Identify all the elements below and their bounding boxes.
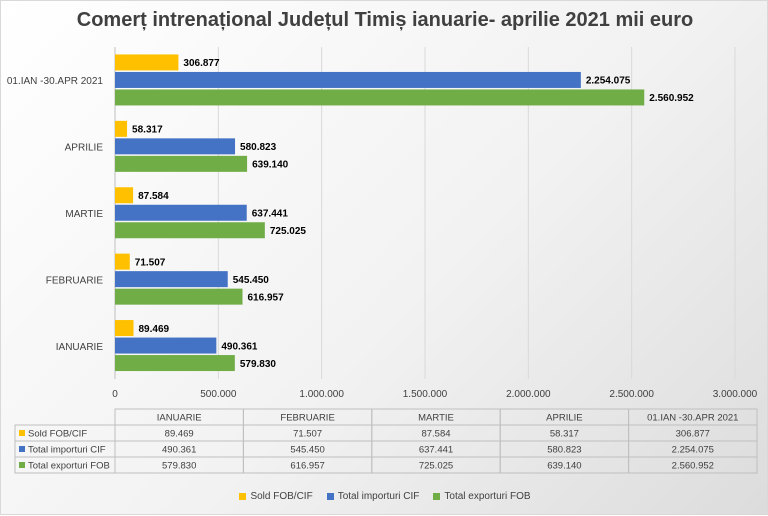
- bar: [115, 288, 243, 305]
- chart-legend: Sold FOB/CIF Total importuri CIF Total exp…: [1, 491, 768, 502]
- x-tick-label: 1.000.000: [299, 389, 344, 400]
- legend-swatch: [326, 493, 334, 500]
- legend-swatch: [239, 493, 247, 500]
- table-value: 306.877: [676, 429, 710, 440]
- data-label: 616.957: [248, 292, 285, 303]
- data-label: 545.450: [233, 275, 270, 286]
- table-value: 490.361: [162, 445, 196, 456]
- legend-item: Total importuri CIF: [326, 491, 420, 502]
- table-header-label: 01.IAN -30.APR 2021: [647, 413, 738, 424]
- table-series-name: Total importuri CIF: [28, 445, 106, 456]
- bar: [115, 89, 645, 106]
- bar: [115, 187, 134, 204]
- data-label: 580.823: [240, 142, 277, 153]
- table-value: 639.140: [547, 461, 581, 472]
- data-label: 58.317: [132, 125, 163, 136]
- category-label: APRILIE: [65, 143, 104, 154]
- bar: [115, 253, 130, 270]
- x-tick-label: 2.000.000: [506, 389, 551, 400]
- bar: [115, 54, 179, 71]
- data-label: 725.025: [270, 226, 307, 237]
- bar: [115, 204, 247, 221]
- bar: [115, 355, 235, 372]
- bar: [115, 120, 128, 137]
- table-value: 580.823: [547, 445, 581, 456]
- legend-key-swatch: [19, 430, 25, 436]
- data-label: 2.254.075: [586, 76, 631, 87]
- data-label: 306.877: [183, 58, 220, 69]
- legend-label: Sold FOB/CIF: [250, 491, 313, 502]
- x-tick-label: 0: [112, 389, 118, 400]
- category-label: FEBRUARIE: [46, 275, 104, 286]
- table-value: 616.957: [290, 461, 324, 472]
- legend-item: Sold FOB/CIF: [239, 491, 313, 502]
- table-header-label: FEBRUARIE: [280, 413, 334, 424]
- table-cell: [628, 456, 758, 474]
- data-label: 639.140: [252, 160, 289, 171]
- table-value: 2.560.952: [672, 461, 714, 472]
- bar: [115, 71, 581, 88]
- legend-swatch: [433, 493, 441, 500]
- legend-key-swatch: [19, 446, 25, 452]
- legend-label: Total exporturi FOB: [444, 491, 531, 502]
- legend-item: Total exporturi FOB: [433, 491, 531, 502]
- legend-key-swatch: [19, 462, 25, 468]
- table-series-name: Sold FOB/CIF: [28, 429, 87, 440]
- table-header-label: IANUARIE: [157, 413, 202, 424]
- data-label: 87.584: [138, 191, 169, 202]
- category-label: 01.IAN -30.APR 2021: [7, 76, 104, 87]
- table-value: 89.469: [165, 429, 194, 440]
- bar: [115, 155, 248, 172]
- x-tick-label: 500.000: [200, 389, 237, 400]
- bar: [115, 222, 265, 239]
- table-header-label: MARTIE: [418, 413, 454, 424]
- data-label: 490.361: [221, 341, 258, 352]
- table-value: 579.830: [162, 461, 196, 472]
- category-label: MARTIE: [65, 209, 103, 220]
- table-series-name: Total exporturi FOB: [28, 461, 110, 472]
- data-label: 71.507: [135, 257, 166, 268]
- bar: [115, 337, 217, 354]
- bar: [115, 271, 228, 288]
- chart-title: Comerț intrenațional Județul Timiș ianua…: [76, 9, 694, 31]
- data-label: 637.441: [252, 209, 289, 220]
- table-value: 87.584: [421, 429, 450, 440]
- table-value: 545.450: [290, 445, 324, 456]
- category-label: IANUARIE: [56, 342, 104, 353]
- table-value: 58.317: [550, 429, 579, 440]
- data-label: 89.469: [138, 324, 169, 335]
- table-value: 2.254.075: [672, 445, 714, 456]
- x-tick-label: 2.500.000: [609, 389, 654, 400]
- table-header-label: APRILIE: [546, 413, 582, 424]
- bar: [115, 320, 134, 337]
- data-label: 2.560.952: [649, 93, 694, 104]
- bar: [115, 138, 236, 155]
- data-label: 579.830: [240, 359, 277, 370]
- legend-label: Total importuri CIF: [337, 491, 420, 502]
- table-value: 725.025: [419, 461, 453, 472]
- table-value: 637.441: [419, 445, 453, 456]
- table-value: 71.507: [293, 429, 322, 440]
- x-tick-label: 1.500.000: [403, 389, 448, 400]
- x-tick-label: 3.000.000: [713, 389, 758, 400]
